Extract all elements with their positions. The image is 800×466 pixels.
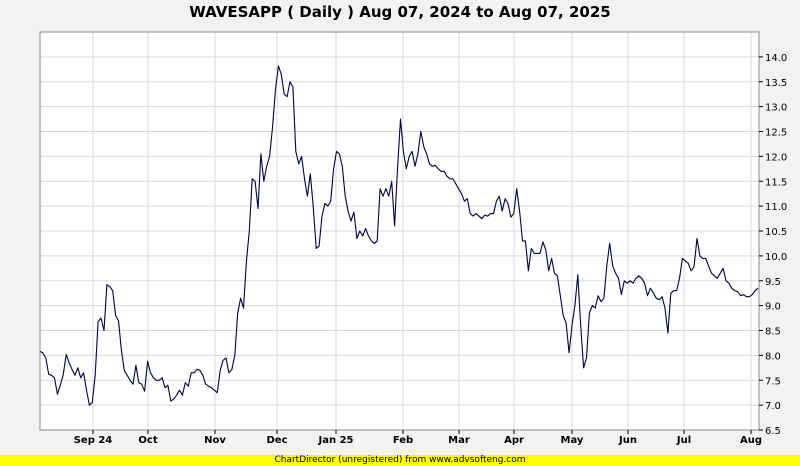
y-tick-label: 6.5	[765, 426, 781, 437]
series-layer	[39, 65, 759, 406]
y-axis: 6.5 7.0 7.5 8.0 8.5 9.0 9.5 10.0 10.5 11.0 11.5 12.…	[759, 53, 787, 437]
x-tick-label: May	[561, 435, 584, 446]
y-tick-label: 7.0	[765, 401, 781, 412]
y-tick-label: 9.0	[765, 302, 781, 313]
y-tick-label: 8.5	[765, 327, 781, 338]
y-tick-label: 14.0	[765, 53, 787, 64]
y-tick-label: 10.5	[765, 227, 787, 238]
x-tick-label: Jul	[676, 435, 691, 446]
x-tick-label: Dec	[266, 435, 287, 446]
y-tick-label: 8.0	[765, 351, 781, 362]
x-tick-label: Nov	[204, 435, 226, 446]
x-tick-label: Aug	[740, 435, 762, 446]
y-tick-label: 9.5	[765, 277, 781, 288]
footer-bar: ChartDirector (unregistered) from www.ad…	[0, 455, 800, 466]
x-tick-label: Feb	[393, 435, 413, 446]
y-tick-label: 13.0	[765, 103, 787, 114]
x-axis: Sep 24 Oct Nov Dec Jan 25 Feb Mar Apr May Jun Jul A…	[74, 430, 762, 446]
y-tick-label: 13.5	[765, 78, 787, 89]
y-tick-label: 12.5	[765, 128, 787, 139]
chart-title: WAVESAPP ( Daily ) Aug 07, 2024 to Aug 0…	[189, 3, 611, 21]
y-tick-label: 12.0	[765, 152, 787, 163]
x-tick-label: Jun	[618, 435, 637, 446]
x-tick-label: Jan 25	[318, 435, 354, 446]
x-tick-label: Sep 24	[74, 435, 113, 446]
grid-lines	[39, 31, 760, 431]
y-tick-label: 10.0	[765, 252, 787, 263]
y-tick-label: 11.0	[765, 202, 787, 213]
series-line-0	[39, 65, 759, 406]
x-tick-label: Mar	[448, 435, 470, 446]
x-tick-label: Apr	[504, 435, 524, 446]
y-tick-label: 7.5	[765, 376, 781, 387]
x-tick-label: Oct	[138, 435, 157, 446]
y-tick-label: 11.5	[765, 177, 787, 188]
